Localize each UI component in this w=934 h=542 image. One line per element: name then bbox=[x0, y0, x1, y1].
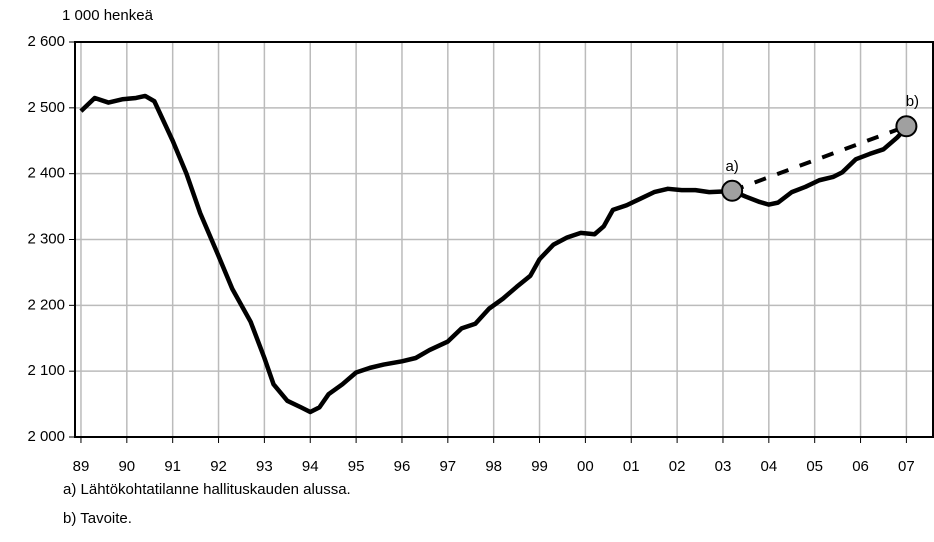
y-tick-label: 2 400 bbox=[27, 165, 65, 182]
note: b) Tavoite. bbox=[63, 510, 132, 527]
x-tick-label: 94 bbox=[302, 458, 319, 475]
point-marker bbox=[721, 179, 744, 202]
x-tick-label: 96 bbox=[394, 458, 411, 475]
x-tick-label: 93 bbox=[256, 458, 273, 475]
point-marker bbox=[895, 115, 918, 138]
point-label: b) bbox=[906, 93, 919, 110]
x-tick-label: 97 bbox=[439, 458, 456, 475]
x-tick-label: 01 bbox=[623, 458, 640, 475]
y-tick-label: 2 300 bbox=[27, 230, 65, 247]
data-line bbox=[79, 93, 909, 415]
x-tick-label: 05 bbox=[806, 458, 823, 475]
note: a) Lähtökohtatilanne hallituskauden alus… bbox=[63, 481, 351, 498]
x-tick-label: 02 bbox=[669, 458, 686, 475]
x-tick-label: 06 bbox=[852, 458, 869, 475]
x-tick-label: 03 bbox=[715, 458, 732, 475]
point-label: a) bbox=[725, 158, 738, 175]
y-tick-label: 2 500 bbox=[27, 99, 65, 116]
y-tick-label: 2 100 bbox=[27, 362, 65, 379]
y-axis-label: 1 000 henkeä bbox=[62, 7, 154, 24]
x-tick-label: 98 bbox=[485, 458, 502, 475]
x-tick-label: 99 bbox=[531, 458, 548, 475]
target-line bbox=[731, 124, 908, 193]
x-tick-label: 04 bbox=[760, 458, 777, 475]
x-tick-label: 07 bbox=[898, 458, 915, 475]
plot-frame bbox=[74, 41, 934, 438]
x-tick-label: 89 bbox=[73, 458, 90, 475]
y-tick-label: 2 200 bbox=[27, 296, 65, 313]
y-tick-label: 2 600 bbox=[27, 33, 65, 50]
x-tick-label: 90 bbox=[118, 458, 135, 475]
x-tick-label: 92 bbox=[210, 458, 227, 475]
y-tick-label: 2 000 bbox=[27, 428, 65, 445]
x-tick-label: 91 bbox=[164, 458, 181, 475]
x-tick-label: 95 bbox=[348, 458, 365, 475]
x-tick-label: 00 bbox=[577, 458, 594, 475]
